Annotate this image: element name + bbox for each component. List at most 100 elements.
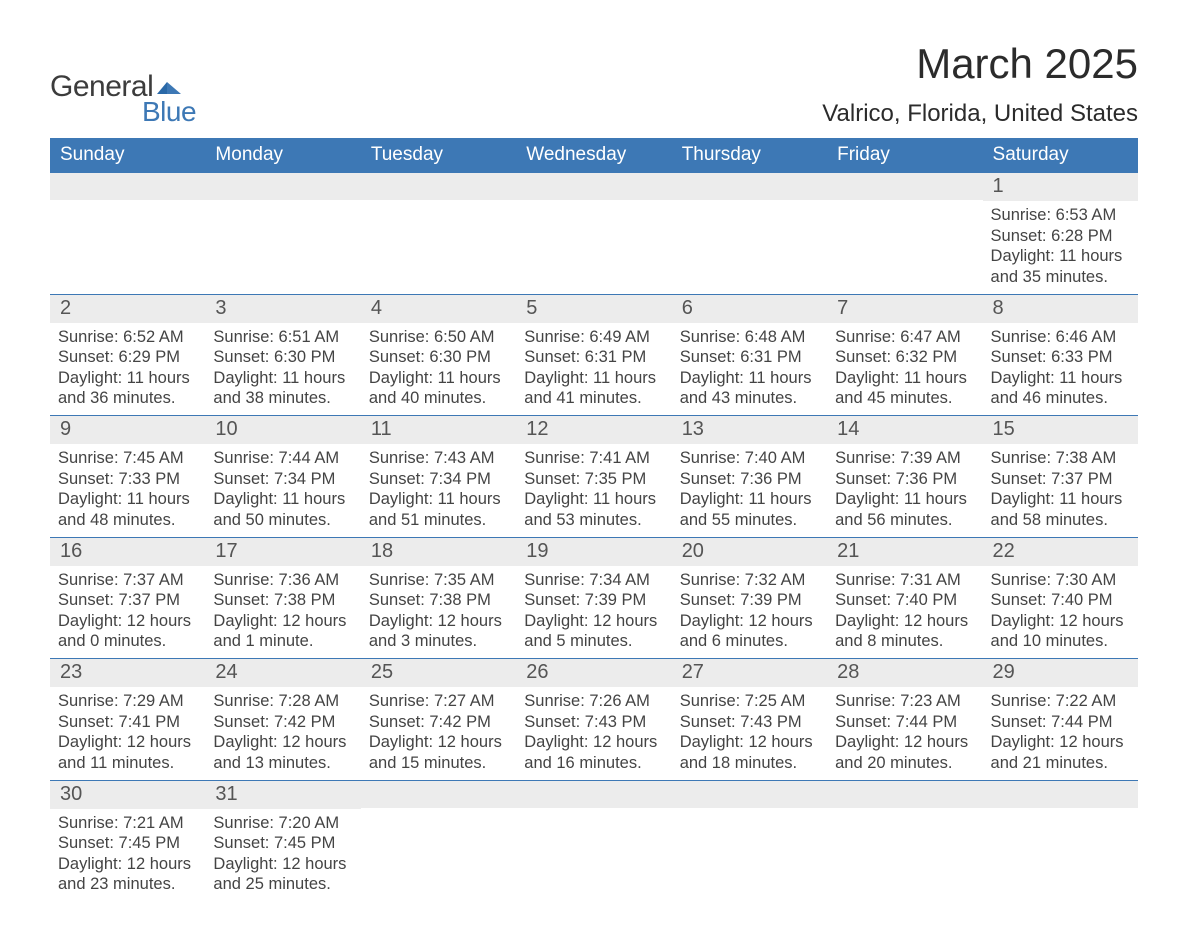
sunrise-line: Sunrise: 7:41 AM (524, 448, 663, 469)
sunset-line: Sunset: 7:39 PM (680, 590, 819, 611)
day-number: 12 (516, 416, 671, 444)
calendar-cell: 19Sunrise: 7:34 AMSunset: 7:39 PMDayligh… (516, 537, 671, 659)
sunset-line: Sunset: 7:36 PM (835, 469, 974, 490)
sunrise-line: Sunrise: 6:48 AM (680, 327, 819, 348)
sunset-line: Sunset: 7:34 PM (213, 469, 352, 490)
sunset-line: Sunset: 7:44 PM (991, 712, 1130, 733)
sunrise-line: Sunrise: 7:37 AM (58, 570, 197, 591)
day-body: Sunrise: 7:28 AMSunset: 7:42 PMDaylight:… (205, 687, 360, 780)
calendar-cell: 14Sunrise: 7:39 AMSunset: 7:36 PMDayligh… (827, 416, 982, 538)
empty-day-number (672, 781, 827, 808)
day-body: Sunrise: 6:53 AMSunset: 6:28 PMDaylight:… (983, 201, 1138, 294)
sunrise-line: Sunrise: 7:28 AM (213, 691, 352, 712)
day-number: 1 (983, 173, 1138, 201)
sunset-line: Sunset: 6:30 PM (369, 347, 508, 368)
daylight-line: Daylight: 11 hours and 41 minutes. (524, 368, 663, 409)
day-number: 26 (516, 659, 671, 687)
empty-day-body (50, 200, 205, 288)
empty-day-number (827, 173, 982, 200)
day-body: Sunrise: 6:51 AMSunset: 6:30 PMDaylight:… (205, 323, 360, 416)
sunrise-line: Sunrise: 7:31 AM (835, 570, 974, 591)
calendar-cell: 5Sunrise: 6:49 AMSunset: 6:31 PMDaylight… (516, 294, 671, 416)
day-body: Sunrise: 7:40 AMSunset: 7:36 PMDaylight:… (672, 444, 827, 537)
sunset-line: Sunset: 7:33 PM (58, 469, 197, 490)
sunset-line: Sunset: 7:43 PM (524, 712, 663, 733)
day-number: 3 (205, 295, 360, 323)
sunset-line: Sunset: 7:34 PM (369, 469, 508, 490)
day-header: Tuesday (361, 138, 516, 173)
day-body: Sunrise: 7:43 AMSunset: 7:34 PMDaylight:… (361, 444, 516, 537)
daylight-line: Daylight: 12 hours and 11 minutes. (58, 732, 197, 773)
calendar-week: 23Sunrise: 7:29 AMSunset: 7:41 PMDayligh… (50, 659, 1138, 781)
sunset-line: Sunset: 7:41 PM (58, 712, 197, 733)
sunrise-line: Sunrise: 7:30 AM (991, 570, 1130, 591)
daylight-line: Daylight: 11 hours and 55 minutes. (680, 489, 819, 530)
empty-day-number (516, 781, 671, 808)
calendar-cell (672, 780, 827, 901)
calendar-cell: 16Sunrise: 7:37 AMSunset: 7:37 PMDayligh… (50, 537, 205, 659)
daylight-line: Daylight: 11 hours and 46 minutes. (991, 368, 1130, 409)
day-number: 11 (361, 416, 516, 444)
calendar-cell: 3Sunrise: 6:51 AMSunset: 6:30 PMDaylight… (205, 294, 360, 416)
calendar-cell (50, 173, 205, 295)
sunset-line: Sunset: 6:29 PM (58, 347, 197, 368)
sunrise-line: Sunrise: 7:43 AM (369, 448, 508, 469)
sunrise-line: Sunrise: 7:35 AM (369, 570, 508, 591)
calendar-cell: 30Sunrise: 7:21 AMSunset: 7:45 PMDayligh… (50, 780, 205, 901)
calendar-cell: 11Sunrise: 7:43 AMSunset: 7:34 PMDayligh… (361, 416, 516, 538)
day-body: Sunrise: 7:37 AMSunset: 7:37 PMDaylight:… (50, 566, 205, 659)
sunrise-line: Sunrise: 7:29 AM (58, 691, 197, 712)
day-number: 16 (50, 538, 205, 566)
calendar-week: 1Sunrise: 6:53 AMSunset: 6:28 PMDaylight… (50, 173, 1138, 295)
sunrise-line: Sunrise: 7:25 AM (680, 691, 819, 712)
empty-day-body (361, 200, 516, 288)
daylight-line: Daylight: 12 hours and 10 minutes. (991, 611, 1130, 652)
calendar-cell: 7Sunrise: 6:47 AMSunset: 6:32 PMDaylight… (827, 294, 982, 416)
sunrise-line: Sunrise: 7:44 AM (213, 448, 352, 469)
calendar-cell: 20Sunrise: 7:32 AMSunset: 7:39 PMDayligh… (672, 537, 827, 659)
day-body: Sunrise: 7:36 AMSunset: 7:38 PMDaylight:… (205, 566, 360, 659)
day-body: Sunrise: 7:30 AMSunset: 7:40 PMDaylight:… (983, 566, 1138, 659)
calendar-cell: 1Sunrise: 6:53 AMSunset: 6:28 PMDaylight… (983, 173, 1138, 295)
sunrise-line: Sunrise: 7:45 AM (58, 448, 197, 469)
empty-day-number (361, 173, 516, 200)
calendar-cell: 15Sunrise: 7:38 AMSunset: 7:37 PMDayligh… (983, 416, 1138, 538)
calendar-cell: 9Sunrise: 7:45 AMSunset: 7:33 PMDaylight… (50, 416, 205, 538)
sunset-line: Sunset: 7:42 PM (213, 712, 352, 733)
sunset-line: Sunset: 7:38 PM (369, 590, 508, 611)
day-body: Sunrise: 7:38 AMSunset: 7:37 PMDaylight:… (983, 444, 1138, 537)
day-number: 10 (205, 416, 360, 444)
empty-day-number (361, 781, 516, 808)
daylight-line: Daylight: 12 hours and 6 minutes. (680, 611, 819, 652)
day-body: Sunrise: 7:44 AMSunset: 7:34 PMDaylight:… (205, 444, 360, 537)
calendar-cell (516, 780, 671, 901)
sunset-line: Sunset: 7:40 PM (991, 590, 1130, 611)
day-number: 27 (672, 659, 827, 687)
empty-day-number (516, 173, 671, 200)
day-number: 9 (50, 416, 205, 444)
daylight-line: Daylight: 11 hours and 43 minutes. (680, 368, 819, 409)
calendar-cell: 8Sunrise: 6:46 AMSunset: 6:33 PMDaylight… (983, 294, 1138, 416)
sunrise-line: Sunrise: 7:40 AM (680, 448, 819, 469)
empty-day-number (50, 173, 205, 200)
sunrise-line: Sunrise: 6:47 AM (835, 327, 974, 348)
daylight-line: Daylight: 12 hours and 20 minutes. (835, 732, 974, 773)
empty-day-body (827, 200, 982, 288)
day-body: Sunrise: 7:34 AMSunset: 7:39 PMDaylight:… (516, 566, 671, 659)
day-number: 6 (672, 295, 827, 323)
day-header: Friday (827, 138, 982, 173)
day-body: Sunrise: 7:39 AMSunset: 7:36 PMDaylight:… (827, 444, 982, 537)
day-body: Sunrise: 7:23 AMSunset: 7:44 PMDaylight:… (827, 687, 982, 780)
sunset-line: Sunset: 7:42 PM (369, 712, 508, 733)
day-body: Sunrise: 7:45 AMSunset: 7:33 PMDaylight:… (50, 444, 205, 537)
day-number: 20 (672, 538, 827, 566)
calendar-cell (672, 173, 827, 295)
calendar-cell (827, 173, 982, 295)
sunset-line: Sunset: 7:36 PM (680, 469, 819, 490)
day-body: Sunrise: 6:49 AMSunset: 6:31 PMDaylight:… (516, 323, 671, 416)
daylight-line: Daylight: 11 hours and 38 minutes. (213, 368, 352, 409)
day-body: Sunrise: 6:48 AMSunset: 6:31 PMDaylight:… (672, 323, 827, 416)
day-number: 18 (361, 538, 516, 566)
day-body: Sunrise: 7:41 AMSunset: 7:35 PMDaylight:… (516, 444, 671, 537)
day-body: Sunrise: 7:35 AMSunset: 7:38 PMDaylight:… (361, 566, 516, 659)
